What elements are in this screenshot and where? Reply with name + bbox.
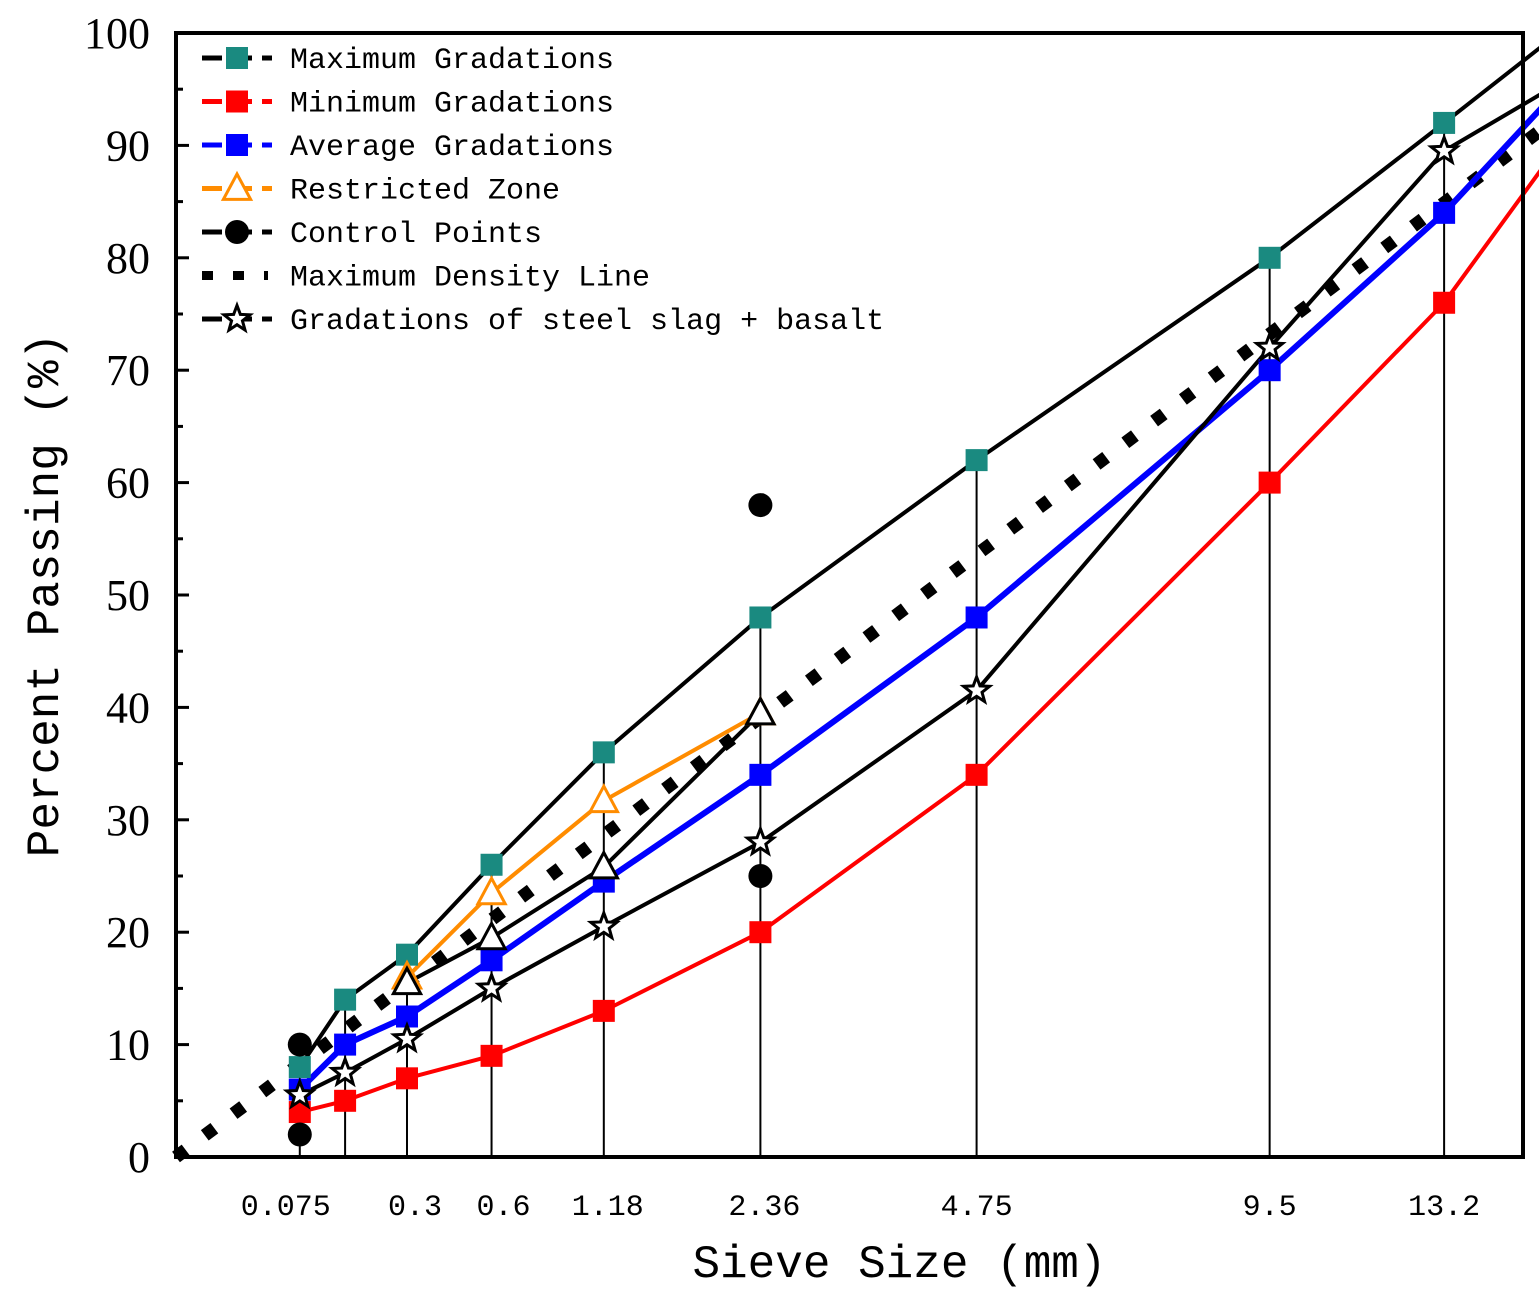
x-tick-label: 2.36	[728, 1191, 800, 1225]
restricted-zone-lower-boundary-line	[406, 711, 762, 985]
maximum-gradations-point	[1258, 246, 1281, 269]
y-tick-label: 70	[106, 346, 150, 395]
y-tick-label: 50	[106, 571, 150, 620]
control-points-point	[748, 493, 773, 518]
legend: Maximum Gradations Minimum Gradations Aver…	[202, 44, 884, 339]
legend-item: Maximum Density Line	[202, 262, 650, 296]
average-gradations-point	[965, 606, 988, 629]
legend-label: Control Points	[290, 218, 542, 252]
y-tick-label: 30	[106, 796, 150, 845]
legend-marker	[226, 134, 248, 156]
gradations-of-steel-slag-basalt-point	[328, 1054, 363, 1088]
y-tick-label: 100	[84, 9, 150, 58]
legend-item: Average Gradations	[202, 131, 614, 165]
legend-label: Maximum Gradations	[290, 44, 614, 78]
minimum-gradations-point	[395, 1067, 418, 1090]
gradations-of-steel-slag-basalt-point	[1427, 133, 1462, 166]
legend-label: Maximum Density Line	[290, 262, 650, 296]
gradations-of-steel-slag-basalt-point	[474, 970, 509, 1003]
maximum-gradations-point	[592, 741, 615, 764]
legend-marker	[219, 301, 255, 334]
gradations-of-steel-slag-basalt-point	[282, 1077, 317, 1110]
control-points-point	[287, 1122, 312, 1147]
average-gradations-point	[334, 1033, 357, 1056]
y-tick-label: 60	[106, 459, 150, 508]
control-points-point	[748, 864, 773, 888]
maximum-gradations-point	[480, 853, 503, 876]
x-tick-label: 13.2	[1408, 1191, 1480, 1225]
control-points-point	[287, 1032, 312, 1057]
average-gradations-point	[480, 949, 503, 972]
minimum-gradations-point	[749, 921, 772, 944]
x-tick-label: 0.3	[388, 1191, 442, 1225]
restricted-zone-point	[475, 875, 508, 906]
legend-marker	[226, 47, 248, 69]
minimum-gradations-point	[1433, 291, 1456, 314]
legend-label: Restricted Zone	[290, 175, 560, 209]
legend-item: Restricted Zone	[202, 170, 560, 209]
average-gradations-point	[395, 1005, 418, 1028]
gradations-of-steel-slag-basalt-point	[1252, 329, 1287, 363]
maximum-gradations-point	[288, 1056, 311, 1079]
average-gradations-point	[749, 763, 772, 786]
y-tick-label: 20	[106, 908, 150, 957]
restricted-zone-lower-boundary-point	[475, 920, 508, 951]
legend-label: Average Gradations	[290, 131, 614, 165]
maximum-gradations-point	[395, 943, 418, 966]
legend-label: Minimum Gradations	[290, 88, 614, 122]
restricted-zone-line	[405, 711, 762, 979]
maximum-gradations-point	[334, 988, 357, 1011]
x-tick-label: 0.6	[477, 1191, 531, 1225]
legend-marker	[225, 220, 249, 244]
restricted-zone-point	[587, 783, 620, 814]
legend-item: Maximum Gradations	[202, 44, 614, 78]
minimum-gradations-point	[288, 1101, 311, 1124]
y-tick-label: 80	[106, 234, 150, 283]
y-axis: 0 10 20 30 40 50 60 70 80 90 100	[84, 9, 189, 1182]
legend-item: Control Points	[202, 218, 542, 252]
minimum-gradations-point	[965, 763, 988, 786]
legend-item: Gradations of steel slag + basalt	[202, 301, 884, 339]
legend-item: Minimum Gradations	[202, 88, 614, 122]
series-markers	[282, 111, 1462, 1147]
gradations-of-steel-slag-basalt-point	[959, 672, 994, 706]
legend-marker	[226, 90, 248, 113]
x-tick-label: 1.18	[572, 1191, 644, 1225]
y-tick-label: 90	[106, 121, 150, 170]
legend-marker	[220, 170, 254, 201]
gradations-of-steel-slag-basalt-point	[586, 908, 621, 942]
minimum-gradations-point	[1258, 471, 1281, 494]
average-gradations-point	[1258, 359, 1281, 382]
y-axis-title: Percent Passing (%)	[20, 333, 72, 858]
gradations-of-steel-slag-basalt-point	[389, 1021, 425, 1054]
legend-label: Gradations of steel slag + basalt	[290, 305, 884, 339]
restricted-zone-lower-boundary-point	[744, 695, 777, 726]
y-tick-label: 40	[106, 683, 150, 732]
minimum-gradations-point	[480, 1044, 503, 1067]
x-tick-label: 4.75	[941, 1191, 1013, 1225]
restricted-zone-lower-boundary-point	[390, 965, 424, 996]
y-tick-label: 10	[106, 1021, 150, 1070]
maximum-gradations-point	[749, 606, 772, 629]
maximum-gradations-point	[1433, 111, 1456, 134]
maximum-gradations-point	[965, 449, 988, 472]
x-tick-label: 9.5	[1243, 1191, 1297, 1225]
x-axis-title: Sieve Size (mm)	[692, 1239, 1106, 1291]
minimum-gradations-point	[334, 1089, 357, 1112]
restricted-zone-lower-boundary-point	[587, 849, 620, 880]
minimum-gradations-point	[592, 999, 615, 1022]
gradations-of-steel-slag-basalt-point	[743, 824, 778, 857]
average-gradations-point	[1433, 201, 1456, 224]
x-tick-label: 0.075	[241, 1191, 331, 1225]
y-tick-label: 0	[128, 1133, 150, 1182]
